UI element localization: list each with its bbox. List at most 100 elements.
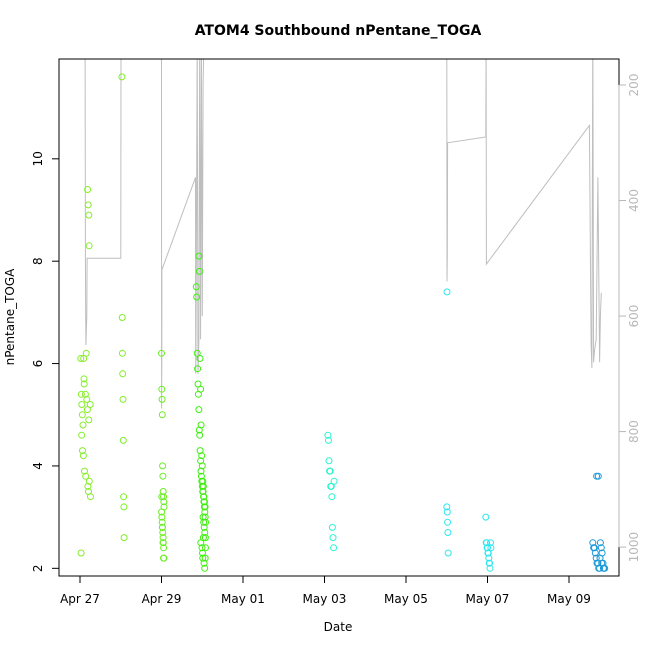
data-point — [77, 355, 85, 362]
data-point — [325, 457, 333, 465]
x-tick-label: May 01 — [221, 592, 265, 606]
data-point — [194, 365, 202, 373]
data-point — [85, 416, 93, 424]
data-point — [199, 534, 207, 542]
data-point — [87, 493, 94, 501]
x-tick-label: May 07 — [466, 592, 510, 606]
data-point — [198, 462, 206, 470]
data-point — [195, 267, 203, 275]
y-tick-label: 6 — [31, 360, 45, 368]
data-point — [196, 431, 204, 439]
data-point — [158, 385, 166, 393]
data-point — [78, 401, 86, 408]
y-tick-label: 2 — [31, 564, 45, 572]
data-point — [199, 477, 207, 485]
data-point — [201, 534, 209, 542]
data-point — [487, 544, 495, 552]
data-point — [443, 503, 451, 511]
data-point — [328, 493, 336, 501]
data-point — [119, 395, 127, 403]
data-point — [330, 544, 338, 552]
data-point — [200, 518, 208, 526]
data-point — [120, 493, 128, 501]
data-point — [198, 452, 206, 460]
data-point — [197, 421, 205, 429]
data-point — [193, 349, 201, 357]
data-point — [594, 472, 602, 480]
data-point — [444, 529, 452, 536]
right-tick-label: 800 — [627, 420, 641, 443]
right-tick-label: 200 — [627, 74, 641, 97]
data-point — [159, 539, 167, 547]
data-point — [158, 395, 166, 403]
data-point — [485, 554, 493, 562]
data-point — [328, 523, 336, 531]
data-point — [591, 549, 599, 557]
data-point — [158, 518, 166, 526]
data-point — [159, 488, 167, 495]
data-point — [326, 467, 334, 475]
data-point — [199, 554, 207, 562]
data-point — [119, 436, 127, 444]
x-tick-label: May 05 — [384, 592, 428, 606]
data-point — [81, 467, 88, 475]
data-point — [85, 242, 93, 250]
y-tick-label: 4 — [31, 462, 45, 470]
data-point — [198, 544, 206, 552]
data-point — [84, 186, 92, 193]
data-point — [81, 390, 89, 398]
data-point — [77, 390, 85, 398]
data-point — [200, 559, 208, 567]
y-axis-label: nPentane_TOGA — [3, 268, 17, 366]
data-point — [597, 544, 605, 552]
right-tick-label: 400 — [627, 189, 641, 212]
data-point — [86, 401, 94, 408]
data-point — [79, 452, 87, 460]
data-point — [79, 447, 86, 455]
data-point — [80, 375, 88, 383]
data-point — [80, 380, 88, 388]
data-point — [487, 539, 494, 547]
data-point — [329, 534, 337, 542]
x-axis-label: Date — [324, 620, 353, 634]
data-point — [201, 529, 209, 536]
right-axis: 200 400 600 800 1000 — [618, 74, 641, 563]
x-axis: Apr 27 Apr 29 May 01 May 03 May 05 May 07 May … — [60, 575, 591, 606]
data-point — [201, 564, 209, 572]
data-point — [118, 349, 126, 357]
data-point — [79, 421, 87, 429]
data-point — [160, 554, 167, 562]
right-tick-label: 1000 — [627, 532, 641, 563]
data-point — [325, 436, 332, 444]
data-point — [330, 477, 338, 485]
data-point — [196, 355, 204, 362]
data-point — [193, 293, 201, 301]
data-point — [197, 467, 205, 475]
data-point — [199, 482, 207, 490]
data-point — [158, 349, 165, 357]
y-tick-label: 8 — [31, 257, 45, 265]
data-point — [118, 314, 126, 321]
data-point — [202, 544, 209, 552]
data-point — [77, 549, 85, 557]
data-point — [192, 283, 200, 291]
data-point — [443, 508, 451, 516]
data-point — [158, 523, 166, 531]
data-point — [158, 411, 166, 419]
data-point — [324, 431, 332, 439]
y-tick-label: 10 — [31, 151, 45, 166]
x-tick-label: May 09 — [547, 592, 591, 606]
data-point — [599, 564, 607, 572]
data-point — [200, 523, 208, 531]
data-point — [197, 385, 205, 393]
data-point — [201, 498, 208, 506]
data-point — [159, 462, 167, 470]
y-axis: 2 4 6 8 10 — [31, 151, 60, 572]
plot-area — [77, 59, 609, 572]
data-point — [195, 252, 203, 260]
data-point — [158, 508, 166, 516]
data-point — [159, 534, 167, 542]
data-point — [443, 288, 451, 296]
data-point — [199, 513, 207, 521]
data-point — [327, 482, 335, 490]
